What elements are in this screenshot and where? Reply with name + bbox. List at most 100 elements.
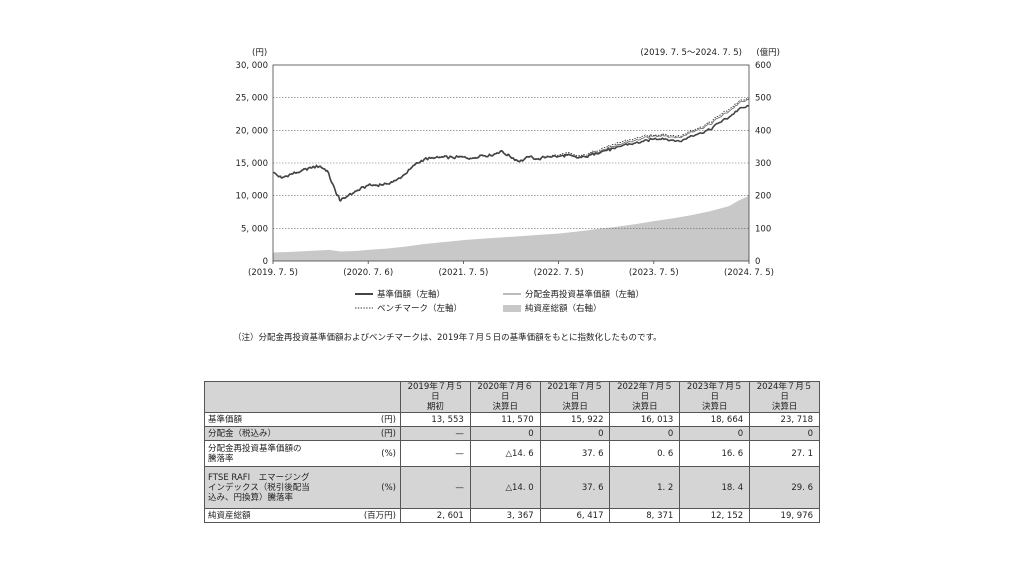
left-tick-label: 5, 000 — [241, 224, 268, 234]
row-label: 分配金（税込み） — [208, 428, 277, 439]
header-sub-text: 決算日 — [562, 402, 588, 412]
header-sub-text: 決算日 — [492, 402, 518, 412]
table-cell-value: 19, 976 — [749, 508, 820, 523]
assets-area — [273, 195, 749, 261]
table-header-date: 2022年７月５日 決算日 — [609, 381, 681, 413]
table-cell-value: 0 — [679, 426, 751, 441]
axes-layer: 0 5, 000 10, 000 15, 000 20, 000 25, 000 30, 0… — [236, 61, 774, 278]
series-line-reinv — [272, 98, 750, 202]
row-label-cell: 基準価額 (円) — [204, 412, 401, 427]
header-sub-text: 期初 — [426, 402, 444, 412]
table-cell-value: 13, 553 — [400, 412, 471, 427]
table-cell-value: 16, 013 — [609, 412, 681, 427]
header-date-text: 2020年７月６日 — [477, 382, 534, 402]
table-cell-value: 0 — [539, 426, 611, 441]
table-header-date: 2024年７月５日 決算日 — [749, 381, 820, 413]
row-unit: (%) — [381, 448, 396, 459]
area-layer — [273, 195, 749, 261]
table-cell-value: — — [400, 426, 471, 441]
legend-label-reinv: 分配金再投資基準価額（左軸） — [525, 289, 644, 300]
line-layer — [272, 97, 750, 202]
table-header-blank — [204, 381, 401, 413]
series-line-nav — [272, 104, 750, 202]
table-cell-value: 0 — [469, 426, 541, 441]
left-tick-label: 0 — [263, 257, 268, 267]
legend-label-assets: 純資産総額（右軸） — [525, 303, 602, 314]
row-unit: (%) — [381, 482, 396, 493]
series-line-bench — [272, 97, 750, 201]
table-header-date: 2023年７月５日 決算日 — [679, 381, 751, 413]
row-label: 純資産総額 — [208, 510, 251, 521]
row-label: 分配金再投資基準価額の 騰落率 — [208, 443, 302, 464]
table-cell-value: 3, 367 — [469, 508, 541, 523]
table-cell-value: 0. 6 — [609, 440, 681, 467]
table-cell-value: 2, 601 — [400, 508, 471, 523]
row-label: 基準価額 — [208, 414, 243, 425]
header-sub-text: 決算日 — [771, 402, 798, 412]
row-label-cell: 純資産総額 (百万円) — [204, 508, 401, 523]
left-tick-label: 25, 000 — [236, 94, 268, 104]
legend-label-nav: 基準価額（左軸） — [377, 289, 445, 300]
left-tick-label: 15, 000 — [236, 159, 268, 169]
table-cell-value: 12, 152 — [679, 508, 751, 523]
grid-layer — [273, 97, 749, 229]
x-tick-label: (2023. 7. 5) — [629, 268, 679, 278]
right-axis-unit: (億円) — [756, 47, 780, 58]
table-cell-value: 37. 6 — [539, 440, 611, 467]
table-cell-value: — — [400, 440, 471, 467]
header-date-text: 2023年７月５日 — [686, 382, 743, 402]
right-tick-label: 300 — [755, 159, 771, 169]
x-tick-label: (2021. 7. 5) — [438, 268, 488, 278]
table-cell-value: — — [400, 466, 471, 509]
table-cell-value: 0 — [749, 426, 820, 441]
left-tick-label: 10, 000 — [236, 192, 268, 202]
table-header-date: 2020年７月６日 決算日 — [469, 381, 541, 413]
period-label: (2019. 7. 5～2024. 7. 5) — [640, 48, 742, 58]
table-cell-value: 11, 570 — [469, 412, 541, 427]
table-cell-value: 0 — [609, 426, 681, 441]
table-cell-value: 1. 2 — [609, 466, 681, 509]
header-date-text: 2021年７月５日 — [547, 382, 603, 402]
table-cell-value: 18, 664 — [679, 412, 751, 427]
left-tick-label: 20, 000 — [236, 126, 268, 136]
table-cell-value: △14. 0 — [469, 466, 541, 509]
table-cell-value: 29. 6 — [749, 466, 820, 509]
table-cell-value: 37. 6 — [539, 466, 611, 509]
right-tick-label: 400 — [755, 126, 771, 136]
left-axis-unit: (円) — [252, 48, 267, 58]
row-unit: (百万円) — [363, 510, 396, 521]
table-cell-value: △14. 6 — [469, 440, 541, 467]
header-date-text: 2024年７月５日 — [756, 382, 813, 402]
left-tick-label: 30, 000 — [236, 61, 268, 71]
row-label-cell: 分配金再投資基準価額の 騰落率 (%) — [204, 440, 401, 467]
legend: 基準価額（左軸） 分配金再投資基準価額（左軸） ベンチマーク（左軸） 純資産総額（右軸… — [355, 289, 644, 314]
right-tick-label: 200 — [755, 192, 771, 202]
table-cell-value: 18. 4 — [679, 466, 751, 509]
table-header-date: 2021年７月５日 決算日 — [539, 381, 611, 413]
legend-swatch-assets — [503, 305, 521, 312]
header-date-text: 2019年７月５日 — [407, 382, 464, 402]
row-label: FTSE RAFI エマージング インデックス（税引後配当 込み、円換算）騰落率 — [208, 472, 310, 503]
table-header-row: 2019年７月５日 期初 2020年７月６日 決算日 2021年７月５日 決算日 2022年… — [204, 381, 820, 413]
table-cell-value: 8, 371 — [609, 508, 681, 523]
table-cell-value: 23, 718 — [749, 412, 820, 427]
x-tick-label: (2019. 7. 5) — [248, 268, 298, 278]
fund-performance-chart: 0 5, 000 10, 000 15, 000 20, 000 25, 000 30, 0… — [236, 47, 780, 314]
row-unit: (円) — [380, 428, 396, 439]
row-label-cell: FTSE RAFI エマージング インデックス（税引後配当 込み、円換算）騰落率… — [204, 466, 401, 509]
table-row: FTSE RAFI エマージング インデックス（税引後配当 込み、円換算）騰落率… — [204, 466, 820, 509]
performance-table: 2019年７月５日 期初 2020年７月６日 決算日 2021年７月５日 決算日 2022年… — [204, 381, 820, 523]
table-cell-value: 27. 1 — [749, 440, 820, 467]
plot-frame — [272, 64, 750, 262]
table-header-date: 2019年７月５日 期初 — [400, 381, 471, 413]
right-tick-label: 100 — [755, 224, 771, 234]
right-tick-label: 0 — [755, 257, 760, 267]
table-cell-value: 15, 922 — [539, 412, 611, 427]
table-row: 分配金（税込み） (円) —0 0 0 0 0 — [204, 426, 820, 441]
table-cell-value: 6, 417 — [539, 508, 611, 523]
right-tick-label: 500 — [755, 94, 771, 104]
table-cell-value: 16. 6 — [679, 440, 751, 467]
table-row: 基準価額 (円) 13, 553 11, 570 15, 922 16, 013 18, 6… — [204, 412, 820, 427]
